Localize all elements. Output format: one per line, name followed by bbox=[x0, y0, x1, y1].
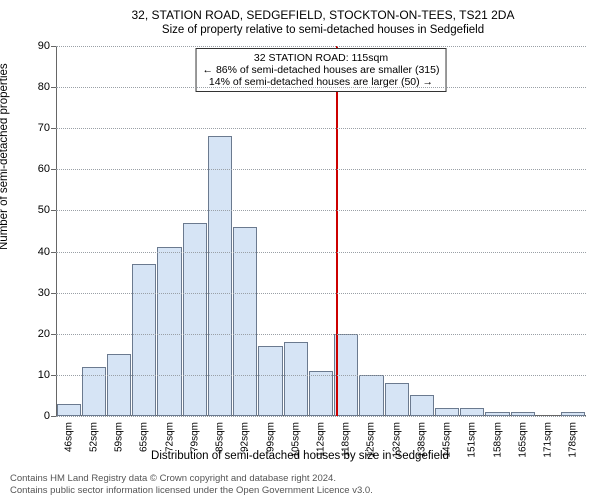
y-tick-label: 40 bbox=[38, 246, 50, 258]
footer-line1: Contains HM Land Registry data © Crown c… bbox=[10, 473, 590, 484]
histogram-bar bbox=[309, 371, 333, 416]
chart-subtitle: Size of property relative to semi-detach… bbox=[56, 23, 590, 37]
grid-line bbox=[56, 293, 586, 294]
y-tick-mark bbox=[51, 293, 56, 294]
histogram-bar bbox=[460, 408, 484, 416]
y-tick-label: 10 bbox=[38, 369, 50, 381]
histogram-bar bbox=[57, 404, 81, 416]
annotation-box: 32 STATION ROAD: 115sqm ← 86% of semi-de… bbox=[196, 48, 447, 92]
histogram-bar bbox=[359, 375, 383, 416]
x-tick-label: 79sqm bbox=[189, 422, 200, 452]
histogram-bar bbox=[435, 408, 459, 416]
y-tick-mark bbox=[51, 416, 56, 417]
grid-line bbox=[56, 416, 586, 417]
grid-line bbox=[56, 128, 586, 129]
y-tick-label: 0 bbox=[44, 410, 50, 422]
grid-line bbox=[56, 334, 586, 335]
histogram-bar bbox=[132, 264, 156, 416]
grid-line bbox=[56, 375, 586, 376]
histogram-chart: 32, STATION ROAD, SEDGEFIELD, STOCKTON-O… bbox=[0, 0, 600, 500]
x-tick-label: 52sqm bbox=[88, 422, 99, 452]
x-tick-label: 59sqm bbox=[114, 422, 125, 452]
y-tick-label: 20 bbox=[38, 328, 50, 340]
histogram-bar bbox=[284, 342, 308, 416]
x-tick-label: 46sqm bbox=[63, 422, 74, 452]
grid-line bbox=[56, 252, 586, 253]
histogram-bar bbox=[233, 227, 257, 416]
histogram-bar bbox=[385, 383, 409, 416]
chart-title: 32, STATION ROAD, SEDGEFIELD, STOCKTON-O… bbox=[56, 8, 590, 23]
y-tick-mark bbox=[51, 87, 56, 88]
grid-line bbox=[56, 46, 586, 47]
x-tick-label: 92sqm bbox=[240, 422, 251, 452]
y-tick-mark bbox=[51, 375, 56, 376]
annotation-line2: ← 86% of semi-detached houses are smalle… bbox=[203, 64, 440, 76]
histogram-bar bbox=[157, 247, 181, 416]
x-tick-label: 72sqm bbox=[164, 422, 175, 452]
y-tick-mark bbox=[51, 210, 56, 211]
bars-container bbox=[56, 46, 586, 416]
grid-line bbox=[56, 169, 586, 170]
y-tick-mark bbox=[51, 169, 56, 170]
y-tick-label: 30 bbox=[38, 287, 50, 299]
x-axis-title: Distribution of semi-detached houses by … bbox=[0, 450, 600, 462]
grid-line bbox=[56, 210, 586, 211]
histogram-bar bbox=[258, 346, 282, 416]
y-tick-label: 70 bbox=[38, 122, 50, 134]
x-tick-label: 85sqm bbox=[215, 422, 226, 452]
y-tick-label: 80 bbox=[38, 81, 50, 93]
y-tick-label: 90 bbox=[38, 40, 50, 52]
x-tick-label: 65sqm bbox=[139, 422, 150, 452]
reference-line bbox=[336, 46, 338, 416]
x-tick-label: 99sqm bbox=[265, 422, 276, 452]
y-tick-label: 50 bbox=[38, 204, 50, 216]
y-axis-title: Number of semi-detached properties bbox=[0, 63, 10, 250]
plot-area: 32 STATION ROAD: 115sqm ← 86% of semi-de… bbox=[56, 46, 586, 416]
footer-line2: Contains public sector information licen… bbox=[10, 485, 590, 496]
histogram-bar bbox=[107, 354, 131, 416]
y-tick-mark bbox=[51, 252, 56, 253]
annotation-line1: 32 STATION ROAD: 115sqm bbox=[203, 52, 440, 64]
y-tick-mark bbox=[51, 46, 56, 47]
y-tick-mark bbox=[51, 334, 56, 335]
y-tick-label: 60 bbox=[38, 163, 50, 175]
y-tick-mark bbox=[51, 128, 56, 129]
grid-line bbox=[56, 87, 586, 88]
histogram-bar bbox=[410, 395, 434, 416]
